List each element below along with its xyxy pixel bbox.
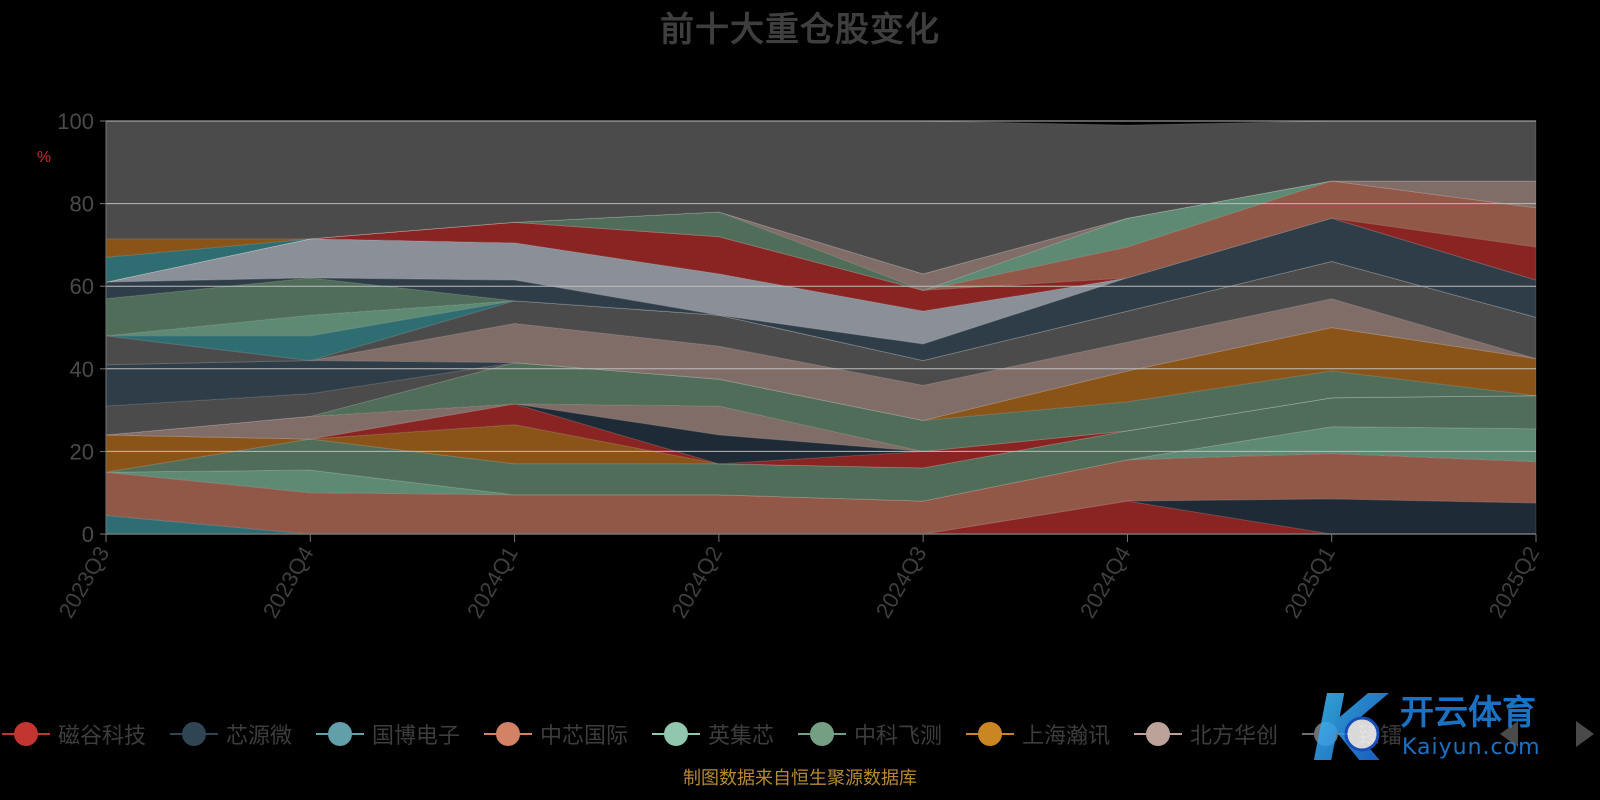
x-tick-label: 2023Q3 [54,542,115,622]
legend-swatch [170,722,218,746]
legend-item[interactable]: 磁谷科技 [2,716,146,752]
legend-swatch [1302,722,1350,746]
legend: 磁谷科技 芯源微 国博电子 中芯国际 英集芯 中科飞测 上海瀚讯 北方华创 臻镭 [0,716,1600,756]
legend-item[interactable]: 上海瀚讯 [966,716,1110,752]
y-axis-label: % [37,149,51,166]
legend-item[interactable]: 国博电子 [316,716,460,752]
x-tick-label: 2025Q1 [1279,542,1340,622]
legend-swatch [316,722,364,746]
y-tick-label: 40 [70,357,94,382]
legend-swatch [484,722,532,746]
legend-swatch [1134,722,1182,746]
legend-swatch [2,722,50,746]
legend-label: 磁谷科技 [58,724,147,749]
x-tick-label: 2024Q3 [871,542,932,622]
y-tick-label: 0 [82,522,94,547]
legend-item[interactable]: 北方华创 [1134,716,1278,752]
legend-prev-button[interactable] [1500,721,1518,747]
area-band [105,180,1537,291]
x-tick-label: 2024Q1 [462,542,523,622]
legend-label: 芯源微 [226,724,293,749]
legend-item[interactable]: 英集芯 [652,716,774,752]
legend-next-button[interactable] [1576,721,1594,747]
legend-swatch [798,722,846,746]
y-tick-label: 100 [57,109,94,134]
x-tick-label: 2025Q2 [1484,542,1545,622]
y-tick-label: 80 [70,192,94,217]
legend-item[interactable]: 中芯国际 [484,716,628,752]
source-note: 制图数据来自恒生聚源数据库 [683,768,917,789]
grid-lines [106,120,1536,535]
watermark-domain: Kaiyun.com [1402,735,1541,760]
x-tick-label: 2024Q2 [666,542,727,622]
legend-item[interactable]: 中科飞测 [798,716,942,752]
legend-label: 国博电子 [372,724,461,749]
soccer-ball-icon [1344,716,1380,752]
chart-plot-area: 0 20 40 60 80 100 2023Q3 2023Q4 2024Q1 2024Q2 2024… [37,109,1545,622]
area-bands [105,120,1537,535]
x-tick-label: 2023Q4 [258,542,319,622]
watermark-brand: 开云体育 [1400,693,1536,733]
legend-label: 英集芯 [708,724,775,749]
legend-item[interactable]: 臻镭 [1302,716,1402,752]
legend-item[interactable]: 芯源微 [170,716,292,752]
legend-swatch [966,722,1014,746]
x-tick-label: 2024Q4 [1075,542,1136,622]
legend-label: 北方华创 [1190,724,1279,749]
legend-label: 中科飞测 [854,724,943,749]
y-tick-label: 20 [70,439,94,464]
legend-label: 中芯国际 [540,724,629,749]
legend-swatch [652,722,700,746]
legend-pager [1500,716,1594,752]
y-tick-label: 60 [70,274,94,299]
chart-title: 前十大重仓股变化 [660,10,940,50]
legend-label: 上海瀚讯 [1022,724,1111,749]
watermark-logo: K 开云体育 Kaiyun.com [1312,680,1541,776]
